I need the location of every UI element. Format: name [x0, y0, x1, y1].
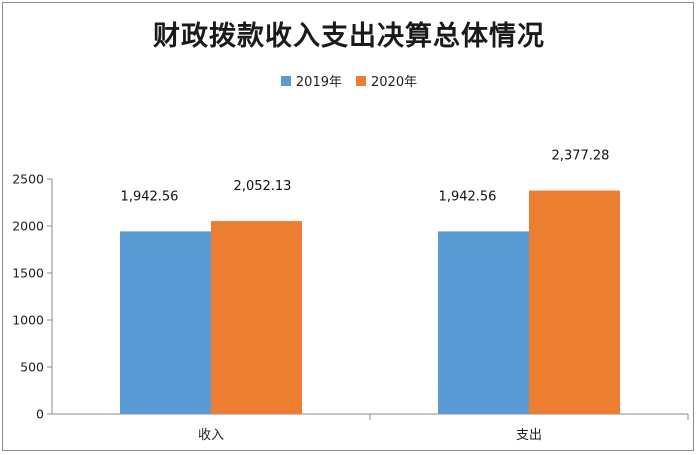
x-category-label: 收入 [198, 428, 224, 443]
data-label: 2,052.13 [234, 179, 292, 194]
legend-swatch-2020 [356, 75, 366, 86]
data-label: 2,377.28 [552, 149, 610, 164]
data-label: 1,942.56 [439, 189, 497, 204]
y-tick-label: 1500 [12, 266, 44, 281]
y-tick-label: 0 [36, 407, 44, 422]
bar [438, 231, 529, 414]
legend-label-2020: 2020年 [371, 75, 418, 90]
bar [211, 221, 302, 414]
legend-swatch-2019 [280, 75, 291, 86]
legend-label-2019: 2019年 [295, 75, 342, 90]
y-tick-label: 2500 [12, 172, 44, 187]
legend: 2019年 2020年 [0, 71, 698, 90]
bar [120, 231, 211, 414]
y-tick-label: 1000 [12, 313, 44, 328]
bar [529, 190, 620, 414]
x-category-label: 支出 [516, 428, 542, 443]
data-label: 1,942.56 [121, 189, 179, 204]
legend-item-2019: 2019年 [280, 71, 342, 90]
y-tick-label: 500 [20, 360, 44, 375]
y-tick-label: 2000 [12, 219, 44, 234]
chart-title: 财政拨款收入支出决算总体情况 [153, 21, 545, 52]
legend-item-2020: 2020年 [356, 71, 417, 90]
